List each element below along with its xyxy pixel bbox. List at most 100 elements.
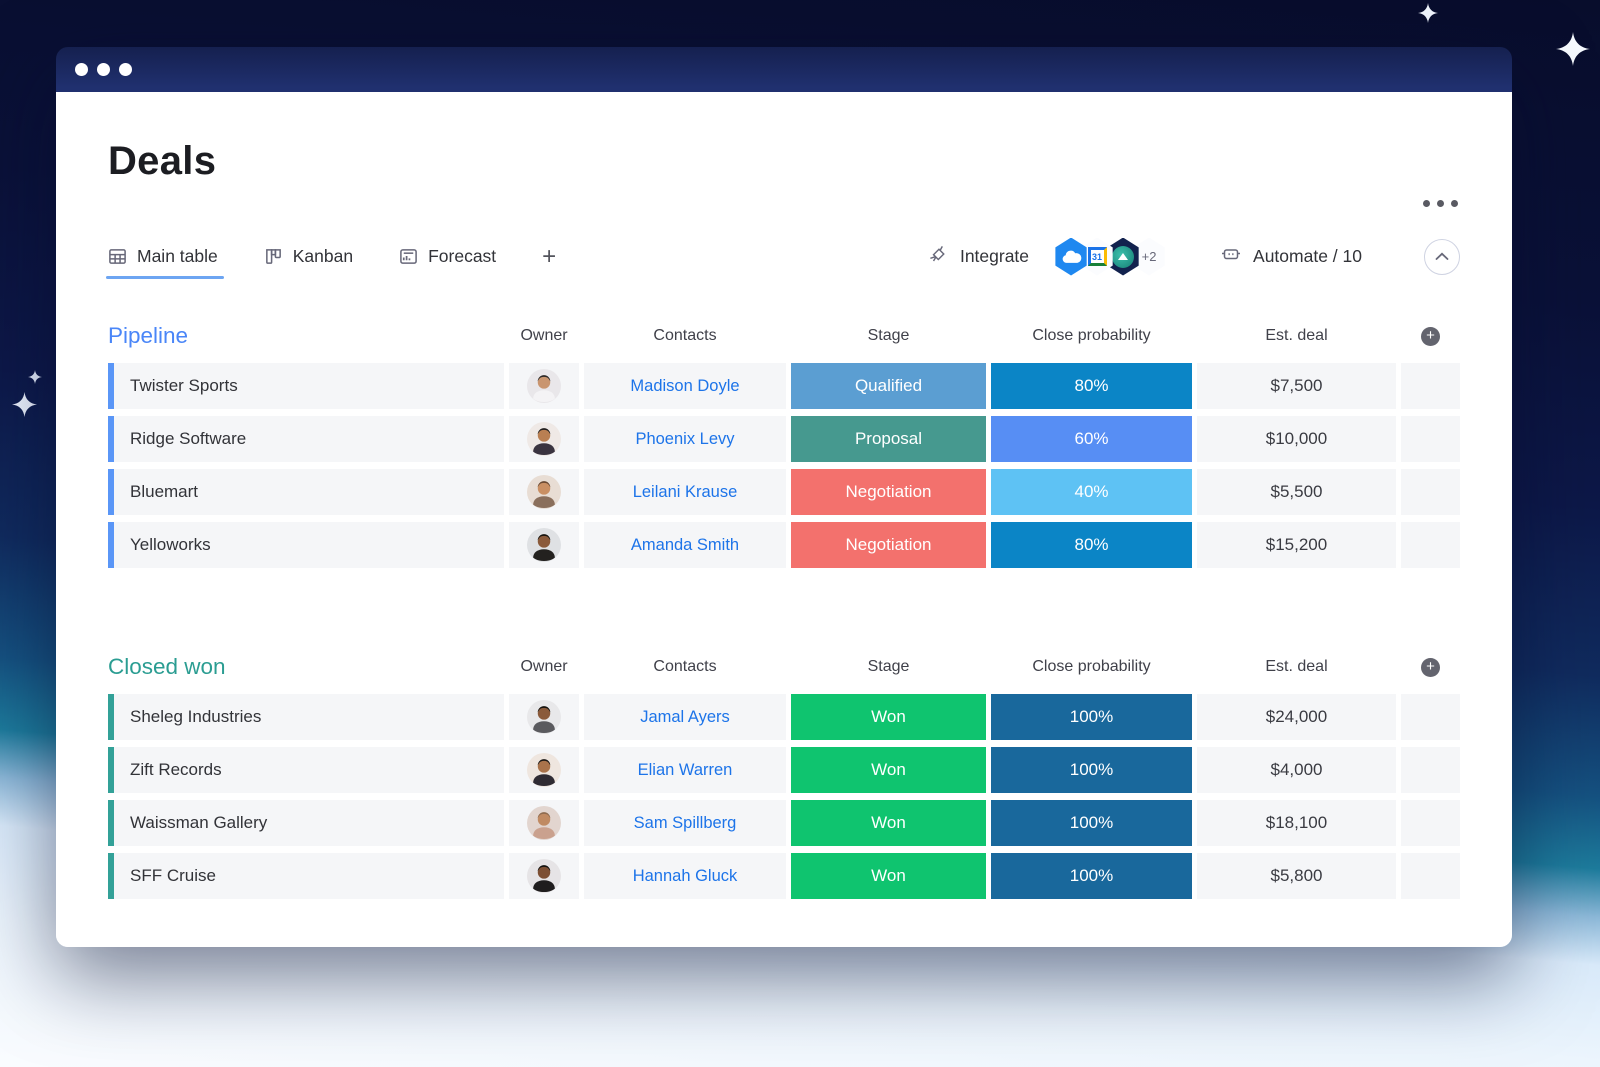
table-row: Bluemart Leilani Krause Negotiation 40% … (108, 469, 1460, 515)
add-view-button[interactable]: + (542, 242, 557, 270)
tab-main-table[interactable]: Main table (106, 246, 224, 279)
tab-forecast[interactable]: Forecast (399, 246, 496, 267)
stage-badge[interactable]: Negotiation (791, 522, 986, 568)
company-cell[interactable]: Bluemart (108, 469, 504, 515)
group-color-bar (108, 694, 114, 740)
close-probability-badge[interactable]: 80% (991, 363, 1192, 409)
stage-badge[interactable]: Proposal (791, 416, 986, 462)
owner-cell[interactable] (509, 800, 579, 846)
empty-cell[interactable] (1401, 469, 1460, 515)
close-probability-badge[interactable]: 100% (991, 694, 1192, 740)
company-cell[interactable]: Sheleg Industries (108, 694, 504, 740)
add-column-button[interactable]: + (1421, 657, 1440, 677)
empty-cell[interactable] (1401, 853, 1460, 899)
group-title[interactable]: Closed won (108, 654, 226, 679)
view-tabs: Main table Kanban (106, 237, 1460, 279)
avatar (527, 806, 561, 840)
avatar (527, 369, 561, 403)
est-deal-cell[interactable]: $10,000 (1197, 416, 1396, 462)
group-title[interactable]: Pipeline (108, 323, 189, 348)
contact-link[interactable]: Hannah Gluck (584, 853, 786, 899)
avatar (527, 475, 561, 509)
stage-badge[interactable]: Won (791, 694, 986, 740)
owner-cell[interactable] (509, 853, 579, 899)
est-deal-cell[interactable]: $5,800 (1197, 853, 1396, 899)
empty-cell[interactable] (1401, 363, 1460, 409)
owner-cell[interactable] (509, 363, 579, 409)
window-control-dot[interactable] (97, 63, 110, 76)
close-probability-badge[interactable]: 40% (991, 469, 1192, 515)
company-cell[interactable]: Twister Sports (108, 363, 504, 409)
close-probability-badge[interactable]: 100% (991, 747, 1192, 793)
empty-cell[interactable] (1401, 694, 1460, 740)
page-title: Deals (108, 139, 217, 183)
owner-cell[interactable] (509, 416, 579, 462)
contact-link[interactable]: Sam Spillberg (584, 800, 786, 846)
close-probability-badge[interactable]: 100% (991, 800, 1192, 846)
sparkle-icon (28, 370, 42, 384)
integrate-icon (928, 244, 949, 270)
add-column-button[interactable]: + (1421, 326, 1440, 346)
column-header-est-deal: Est. deal (1265, 658, 1328, 675)
column-header-contacts: Contacts (653, 658, 717, 675)
contact-link[interactable]: Amanda Smith (584, 522, 786, 568)
empty-cell[interactable] (1401, 800, 1460, 846)
contact-link[interactable]: Elian Warren (584, 747, 786, 793)
empty-cell[interactable] (1401, 747, 1460, 793)
close-probability-badge[interactable]: 80% (991, 522, 1192, 568)
group-color-bar (108, 469, 114, 515)
column-header-est-deal: Est. deal (1265, 327, 1328, 344)
contact-link[interactable]: Jamal Ayers (584, 694, 786, 740)
sparkle-icon (1418, 3, 1438, 23)
automate-button[interactable]: Automate / 10 (1220, 243, 1362, 270)
close-probability-badge[interactable]: 60% (991, 416, 1192, 462)
table-row: SFF Cruise Hannah Gluck Won 100% $5,800 (108, 853, 1460, 899)
contact-link[interactable]: Leilani Krause (584, 469, 786, 515)
avatar (527, 700, 561, 734)
company-cell[interactable]: Waissman Gallery (108, 800, 504, 846)
empty-cell[interactable] (1401, 416, 1460, 462)
close-probability-badge[interactable]: 100% (991, 853, 1192, 899)
est-deal-cell[interactable]: $24,000 (1197, 694, 1396, 740)
contact-link[interactable]: Phoenix Levy (584, 416, 786, 462)
group-color-bar (108, 800, 114, 846)
stage-badge[interactable]: Negotiation (791, 469, 986, 515)
board-menu-ellipsis-icon[interactable] (1423, 200, 1458, 207)
stage-badge[interactable]: Won (791, 853, 986, 899)
table-row: Ridge Software Phoenix Levy Proposal 60%… (108, 416, 1460, 462)
avatar (527, 528, 561, 562)
board-controls: Integrate 31 +2 (928, 237, 1460, 276)
robot-icon (1220, 243, 1242, 270)
window-titlebar (56, 47, 1512, 92)
owner-cell[interactable] (509, 469, 579, 515)
table-row: Sheleg Industries Jamal Ayers Won 100% $… (108, 694, 1460, 740)
owner-cell[interactable] (509, 522, 579, 568)
est-deal-cell[interactable]: $4,000 (1197, 747, 1396, 793)
stage-badge[interactable]: Won (791, 800, 986, 846)
stage-badge[interactable]: Won (791, 747, 986, 793)
empty-cell[interactable] (1401, 522, 1460, 568)
est-deal-cell[interactable]: $5,500 (1197, 469, 1396, 515)
company-cell[interactable]: Yelloworks (108, 522, 504, 568)
est-deal-cell[interactable]: $7,500 (1197, 363, 1396, 409)
sparkle-icon (12, 392, 37, 417)
tab-kanban[interactable]: Kanban (264, 246, 353, 267)
est-deal-cell[interactable]: $18,100 (1197, 800, 1396, 846)
board-body: Deals Main table (56, 92, 1512, 947)
owner-cell[interactable] (509, 747, 579, 793)
company-cell[interactable]: SFF Cruise (108, 853, 504, 899)
integration-badge-cloud-icon[interactable] (1055, 237, 1087, 276)
company-cell[interactable]: Zift Records (108, 747, 504, 793)
window-control-dot[interactable] (75, 63, 88, 76)
sparkle-icon (1556, 32, 1590, 66)
group-color-bar (108, 522, 114, 568)
collapse-toolbar-button[interactable] (1424, 238, 1460, 275)
est-deal-cell[interactable]: $15,200 (1197, 522, 1396, 568)
stage-badge[interactable]: Qualified (791, 363, 986, 409)
contact-link[interactable]: Madison Doyle (584, 363, 786, 409)
avatar (527, 422, 561, 456)
company-cell[interactable]: Ridge Software (108, 416, 504, 462)
owner-cell[interactable] (509, 694, 579, 740)
window-control-dot[interactable] (119, 63, 132, 76)
integrate-button[interactable]: Integrate 31 +2 (928, 237, 1166, 276)
